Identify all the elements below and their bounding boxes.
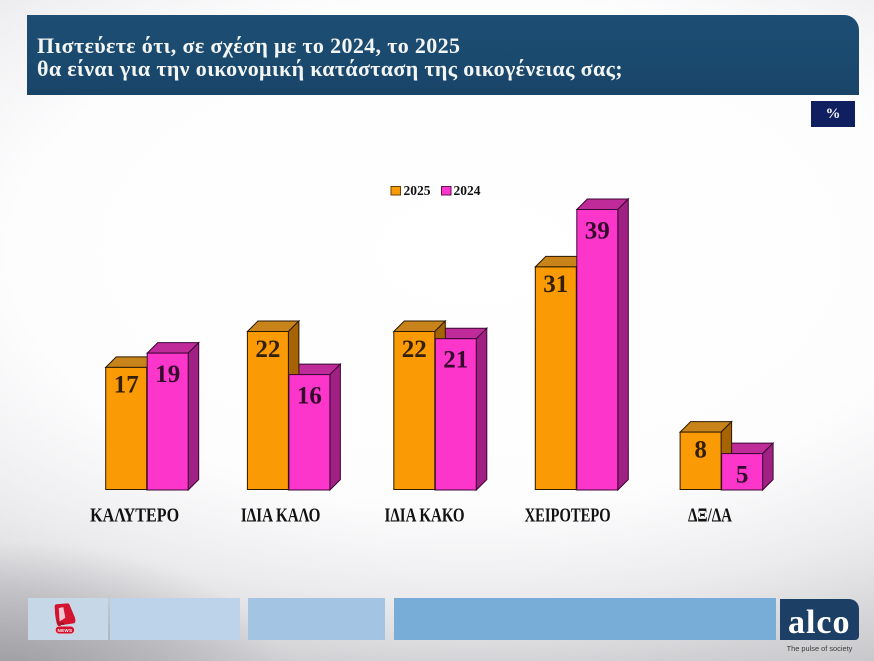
svg-text:2025: 2025 — [404, 183, 431, 198]
svg-text:ΔΞ/ΔΑ: ΔΞ/ΔΑ — [688, 505, 732, 527]
svg-text:22: 22 — [255, 336, 280, 363]
svg-text:ΧΕΙΡΟΤΕΡΟ: ΧΕΙΡΟΤΕΡΟ — [525, 505, 611, 527]
svg-text:39: 39 — [585, 217, 610, 244]
svg-text:8: 8 — [694, 436, 707, 463]
svg-text:22: 22 — [402, 336, 427, 363]
svg-text:17: 17 — [114, 372, 139, 399]
svg-text:ΙΔΙΑ ΚΑΛΟ: ΙΔΙΑ ΚΑΛΟ — [241, 505, 321, 527]
svg-text:19: 19 — [155, 361, 180, 388]
svg-text:21: 21 — [443, 347, 468, 374]
svg-text:NEWS: NEWS — [58, 628, 73, 633]
svg-text:ΙΔΙΑ ΚΑΚΟ: ΙΔΙΑ ΚΑΚΟ — [385, 505, 465, 527]
svg-text:16: 16 — [297, 382, 322, 409]
svg-text:ΚΑΛΥΤΕΡΟ: ΚΑΛΥΤΕΡΟ — [90, 505, 179, 527]
svg-text:5: 5 — [736, 461, 749, 488]
svg-text:31: 31 — [543, 271, 568, 298]
svg-text:2024: 2024 — [454, 183, 481, 198]
